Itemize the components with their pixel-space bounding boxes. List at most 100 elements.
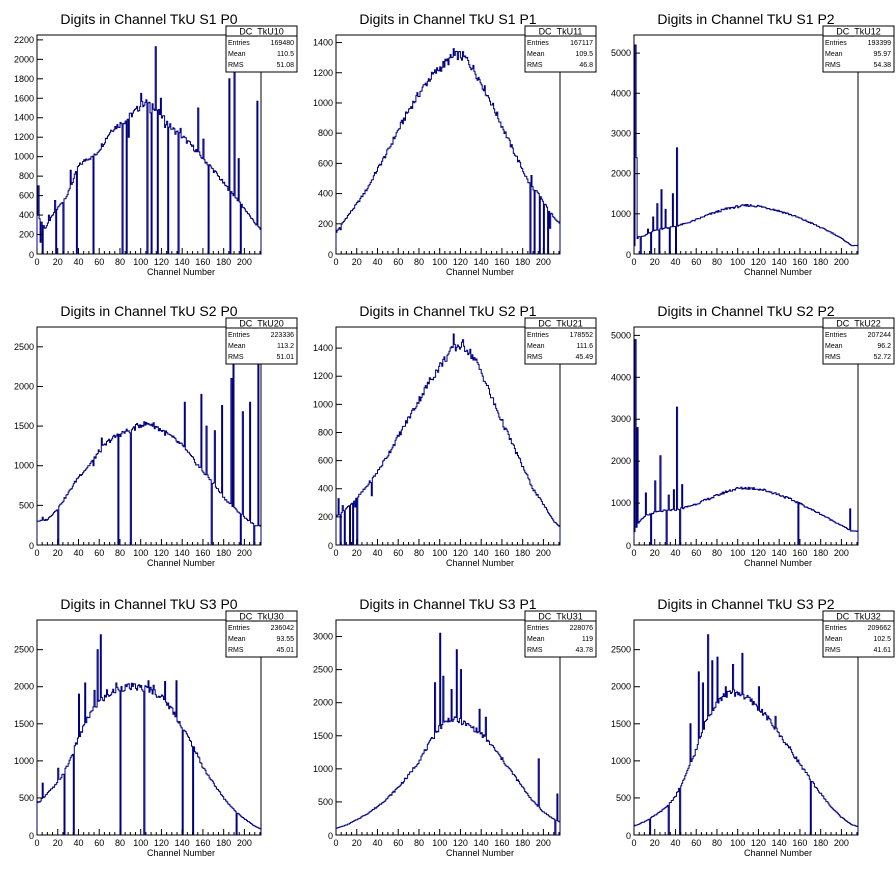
x-tick-label: 60 — [691, 838, 701, 848]
y-tick-label: 1500 — [14, 719, 34, 729]
histogram-line — [36, 634, 262, 836]
y-tick-label: 400 — [19, 210, 34, 220]
x-tick-label: 20 — [352, 838, 362, 848]
chart-title: Digits in Channel TkU S1 P0 — [60, 11, 237, 27]
chart-title: Digits in Channel TkU S2 P0 — [60, 303, 237, 319]
y-tick-label: 500 — [318, 797, 333, 807]
stats-histogram-name: DC_TkU30 — [239, 612, 284, 622]
x-tick-label: 40 — [670, 838, 680, 848]
x-axis-label: Channel Number — [147, 558, 215, 568]
y-tick-label: 400 — [318, 484, 333, 494]
y-tick-label: 0 — [328, 831, 333, 841]
y-tick-label: 1000 — [313, 98, 333, 108]
plot-frame — [633, 326, 859, 546]
x-tick-label: 0 — [34, 257, 39, 267]
stats-value: 41.61 — [873, 647, 891, 654]
stats-value: 54.38 — [873, 62, 891, 69]
x-tick-label: 120 — [751, 548, 766, 558]
chart-title: Digits in Channel TkU S3 P1 — [359, 596, 536, 612]
y-tick-label: 0 — [626, 831, 631, 841]
y-tick-label: 1500 — [313, 731, 333, 741]
histogram-panel: Digits in Channel TkU S1 P1 0 20 40 60 80 100 1… — [313, 11, 597, 277]
plot-frame — [633, 34, 859, 255]
x-tick-label: 120 — [154, 548, 169, 558]
y-tick-label: 2000 — [611, 456, 631, 466]
x-tick-label: 0 — [631, 838, 636, 848]
x-tick-label: 140 — [474, 257, 489, 267]
x-tick-label: 80 — [712, 838, 722, 848]
y-tick-label: 1000 — [611, 209, 631, 219]
histogram-panel: Digits in Channel TkU S2 P0 0 20 40 60 80 100 1… — [14, 303, 298, 568]
x-tick-label: 20 — [352, 548, 362, 558]
stats-value: 119 — [582, 636, 593, 643]
x-tick-label: 80 — [115, 838, 125, 848]
stats-value: 209662 — [868, 625, 891, 632]
stats-value: 236042 — [271, 625, 294, 632]
x-tick-label: 140 — [772, 838, 787, 848]
x-tick-label: 200 — [536, 257, 551, 267]
x-tick-label: 60 — [393, 257, 403, 267]
x-axis-label: Channel Number — [744, 558, 812, 568]
y-tick-label: 500 — [19, 500, 34, 510]
stats-label: Entries — [228, 625, 250, 632]
stats-box-frame — [524, 25, 597, 73]
y-tick-label: 1400 — [313, 38, 333, 48]
stats-label: RMS — [527, 354, 543, 361]
x-tick-label: 40 — [73, 257, 83, 267]
x-tick-label: 60 — [94, 548, 104, 558]
chart-title: Digits in Channel TkU S3 P2 — [657, 596, 834, 612]
stats-histogram-name: DC_TkU22 — [836, 319, 881, 329]
stats-value: 102.5 — [873, 636, 891, 643]
x-tick-label: 80 — [712, 548, 722, 558]
y-tick-label: 4000 — [611, 372, 631, 382]
stats-label: Mean — [228, 636, 246, 643]
stats-label: RMS — [825, 354, 841, 361]
plot-frame — [335, 619, 561, 836]
stats-label: Entries — [527, 40, 549, 47]
x-tick-label: 40 — [372, 257, 382, 267]
x-tick-label: 80 — [115, 548, 125, 558]
stats-box-frame — [225, 317, 298, 365]
x-tick-label: 160 — [494, 548, 509, 558]
x-tick-label: 0 — [631, 257, 636, 267]
y-tick-label: 0 — [29, 541, 34, 551]
y-tick-label: 600 — [318, 456, 333, 466]
histogram-line — [633, 44, 859, 255]
plot-frame — [36, 619, 262, 836]
y-tick-label: 200 — [19, 230, 34, 240]
y-tick-label: 2200 — [14, 35, 34, 45]
x-tick-label: 180 — [216, 257, 231, 267]
y-tick-label: 2000 — [14, 54, 34, 64]
y-tick-label: 500 — [616, 793, 631, 803]
stats-label: Mean — [527, 343, 545, 350]
y-tick-label: 1000 — [313, 764, 333, 774]
stats-box: DC_TkU20 Entries 223336 Mean 113.2 RMS 51.01 — [225, 317, 298, 365]
y-tick-label: 0 — [29, 250, 34, 260]
stats-value: 46.8 — [579, 62, 593, 69]
x-tick-label: 120 — [751, 838, 766, 848]
stats-box-frame — [524, 317, 597, 365]
stats-value: 110.5 — [277, 51, 294, 58]
x-tick-label: 180 — [813, 838, 828, 848]
x-tick-label: 80 — [712, 257, 722, 267]
histogram-panel: Digits in Channel TkU S2 P2 0 20 40 60 80 100 1… — [611, 303, 895, 568]
x-tick-label: 180 — [813, 257, 828, 267]
stats-box-frame — [524, 610, 597, 658]
x-tick-label: 140 — [175, 548, 190, 558]
stats-box-frame — [225, 610, 298, 658]
stats-value: 45.01 — [276, 647, 294, 654]
x-tick-label: 200 — [834, 838, 849, 848]
y-tick-label: 1200 — [14, 132, 34, 142]
stats-value: 93.55 — [276, 636, 294, 643]
y-tick-label: 1800 — [14, 74, 34, 84]
stats-box-frame — [225, 25, 298, 73]
x-tick-label: 100 — [133, 257, 148, 267]
stats-label: Mean — [825, 636, 843, 643]
y-tick-label: 2000 — [14, 381, 34, 391]
x-tick-label: 200 — [834, 548, 849, 558]
y-tick-label: 800 — [318, 427, 333, 437]
x-tick-label: 100 — [730, 548, 745, 558]
stats-box-frame — [822, 25, 895, 73]
stats-value: 228076 — [570, 625, 593, 632]
y-tick-label: 1000 — [14, 152, 34, 162]
